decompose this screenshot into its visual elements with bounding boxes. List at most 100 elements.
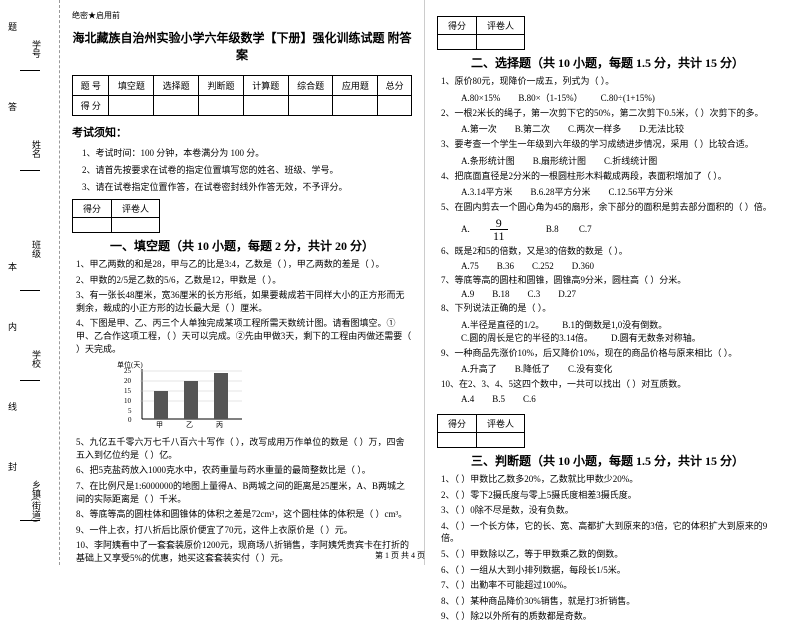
exam-title: 海北藏族自治州实验小学六年级数学【下册】强化训练试题 附答案 [72, 29, 412, 63]
question: 1、原价80元，现降价一成五，列式为（ ）。 [441, 75, 778, 88]
section3-title: 三、判断题（共 10 小题，每题 1.5 分，共计 15 分） [437, 452, 778, 469]
th: 计算题 [243, 76, 288, 96]
question: 9、一种商品先涨价10%，后又降价10%，现在的商品价格与原来相比（ ）。 [441, 347, 778, 360]
score-table: 题 号 填空题 选择题 判断题 计算题 综合题 应用题 总分 得 分 [72, 75, 412, 116]
options: A.4B.5C.6 [461, 394, 778, 404]
options: A.条形统计图B.扇形统计图C.折线统计图 [461, 154, 778, 167]
binding-margin: 题 学号 答 姓名 班级 本 内 学校 线 封 乡镇(街道) [0, 0, 60, 565]
margin-line [20, 380, 40, 381]
td [378, 96, 412, 116]
margin-line [20, 70, 40, 71]
svg-text:丙: 丙 [216, 421, 223, 429]
table-row: 题 号 填空题 选择题 判断题 计算题 综合题 应用题 总分 [73, 76, 412, 96]
question: 4、（ ）一个长方体，它的长、宽、高都扩大到原来的3倍，它的体积扩大到原来的9倍… [441, 520, 778, 545]
svg-text:25: 25 [124, 367, 132, 375]
options: A.半径是直径的1/2。B.1的倒数是1,0没有倒数。 [461, 318, 778, 331]
question: 8、（ ）某种商品降价30%销售，就是打3折销售。 [441, 595, 778, 608]
school-label: 学校 [30, 350, 43, 368]
notice-item: 3、请在试卷指定位置作答，在试卷密封线外作答无效，不予评分。 [82, 180, 412, 193]
td [154, 96, 199, 116]
question: 5、九亿五千零六万七千八百六十写作（ ），改写成用万作单位的数是（ ）万，四舍五… [76, 436, 412, 461]
section-score-bar: 得分 评卷人 [72, 199, 412, 233]
section-score-bar: 得分 评卷人 [437, 16, 778, 50]
th: 判断题 [199, 76, 244, 96]
question: 4、把底面直径是2分米的一根圆柱形木料截成两段，表面积增加了（ ）。 [441, 170, 778, 183]
chart-svg: 单位(天) 25 20 15 10 5 0 甲 乙 丙 [112, 359, 252, 429]
score-cell: 得分 [438, 17, 477, 35]
svg-text:5: 5 [128, 407, 132, 415]
margin-char: 内 [8, 320, 17, 333]
svg-text:0: 0 [128, 416, 132, 424]
options: A. 911 B.8 C.7 [461, 217, 778, 242]
th: 应用题 [333, 76, 378, 96]
td: 得 分 [73, 96, 109, 116]
question: 9、一件上衣，打八折后比原价便宜了70元，这件上衣原价是（ ）元。 [76, 524, 412, 537]
td [73, 218, 112, 233]
bar-chart: 单位(天) 25 20 15 10 5 0 甲 乙 丙 [112, 359, 412, 432]
question: 3、（ ）0除不尽是数，没有负数。 [441, 504, 778, 517]
question: 6、把5克盐药放入1000克水中，农药重量与药水重量的最简整数比是（ ）。 [76, 464, 412, 477]
class-label: 班级 [30, 240, 43, 258]
margin-char: 线 [8, 400, 17, 413]
question: 4、下图是甲、乙、丙三个人单独完成某项工程所需天数统计图。请看图填空。①甲、乙合… [76, 317, 412, 355]
secret-header: 绝密★启用前 [72, 10, 412, 21]
question: 2、一根2米长的绳子，第一次剪下它的50%，第二次剪下0.5米，（ ）次剪下的多… [441, 107, 778, 120]
question: 8、下列说法正确的是（ ）。 [441, 302, 778, 315]
svg-text:10: 10 [124, 397, 132, 405]
svg-text:15: 15 [124, 387, 132, 395]
th: 填空题 [109, 76, 154, 96]
student-id-label: 学号 [30, 40, 43, 58]
margin-line [20, 170, 40, 171]
notice-title: 考试须知： [72, 124, 412, 140]
content-area: 绝密★启用前 海北藏族自治州实验小学六年级数学【下册】强化训练试题 附答案 题 … [60, 0, 800, 565]
td [199, 96, 244, 116]
svg-text:乙: 乙 [186, 421, 193, 429]
question: 6、（ ）一组从大到小排列数据，每段长1/5米。 [441, 564, 778, 577]
fraction: 911 [490, 217, 526, 242]
question: 7、在比例尺是1:6000000的地图上量得A、B两城之间的距离是25厘米，A、… [76, 480, 412, 505]
margin-char: 封 [8, 460, 17, 473]
page: 题 学号 答 姓名 班级 本 内 学校 线 封 乡镇(街道) 绝密★启用前 海北… [0, 0, 800, 565]
left-column: 绝密★启用前 海北藏族自治州实验小学六年级数学【下册】强化训练试题 附答案 题 … [60, 0, 425, 565]
question: 7、等底等高的圆柱和圆锥，圆锥高9分米，圆柱高（ ）分米。 [441, 274, 778, 287]
margin-char: 题 [8, 20, 17, 33]
svg-text:甲: 甲 [156, 421, 163, 429]
question: 1、（ ）甲数比乙数多20%，乙数就比甲数少20%。 [441, 473, 778, 486]
question: 9、（ ）除2以外所有的质数都是奇数。 [441, 610, 778, 623]
grader-cell: 评卷人 [112, 200, 160, 218]
th: 题 号 [73, 76, 109, 96]
td [112, 218, 160, 233]
question: 3、要考查一个学生一年级到六年级的学习成绩进步情况，采用（ ）比较合适。 [441, 138, 778, 151]
question: 3、有一张长48厘米，宽36厘米的长方形纸，如果要裁成若干同样大小的正方形而无剩… [76, 289, 412, 314]
margin-char: 答 [8, 100, 17, 113]
table-row: 得 分 [73, 96, 412, 116]
margin-char: 本 [8, 260, 17, 273]
question: 2、（ ）零下2摄氏度与零上5摄氏度相差3摄氏度。 [441, 489, 778, 502]
options: A.80×15%B.80×（1-15%）C.80÷(1+15%) [461, 91, 778, 104]
grader-cell: 评卷人 [477, 414, 525, 432]
td [109, 96, 154, 116]
options: A.第一次B.第二次C.两次一样多D.无法比较 [461, 122, 778, 135]
question: 7、（ ）出勤率不可能超过100%。 [441, 579, 778, 592]
question: 8、等底等高的圆柱体和圆锥体的体积之差是72cm³，这个圆柱体的体积是（ ）cm… [76, 508, 412, 521]
right-column: 得分 评卷人 二、选择题（共 10 小题，每题 1.5 分，共计 15 分） 1… [425, 0, 790, 565]
margin-line [20, 520, 40, 521]
td [288, 96, 333, 116]
question: 1、甲乙两数的和是28，甲与乙的比是3:4，乙数是（ ），甲乙两数的差是（ ）。 [76, 258, 412, 271]
score-cell: 得分 [438, 414, 477, 432]
page-footer: 第 1 页 共 4 页 [0, 550, 800, 561]
td [438, 432, 477, 447]
options: A.升高了B.降低了C.没有变化 [461, 362, 778, 375]
question: 2、甲数的2/5是乙数的5/6，乙数是12，甲数是（ ）。 [76, 274, 412, 287]
section2-title: 二、选择题（共 10 小题，每题 1.5 分，共计 15 分） [437, 54, 778, 71]
th: 选择题 [154, 76, 199, 96]
td [477, 432, 525, 447]
options: A.9B.18C.3D.27 [461, 289, 778, 299]
td [243, 96, 288, 116]
svg-text:20: 20 [124, 377, 132, 385]
section1-title: 一、填空题（共 10 小题，每题 2 分，共计 20 分） [72, 237, 412, 254]
question: 5、在圆内剪去一个圆心角为45的扇形，余下部分的面积是剪去部分面积的（ ）倍。 [441, 201, 778, 214]
section-score-bar: 得分 评卷人 [437, 414, 778, 448]
td [477, 35, 525, 50]
th: 总分 [378, 76, 412, 96]
